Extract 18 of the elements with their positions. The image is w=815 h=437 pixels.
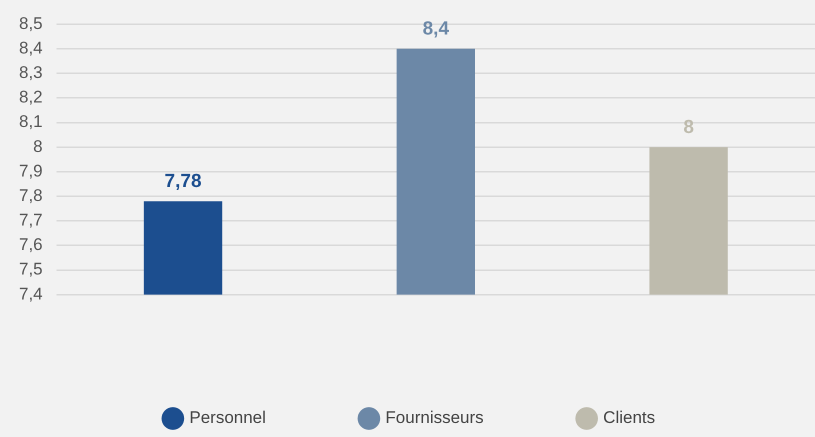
- y-tick-label: 7,4: [18, 284, 43, 304]
- y-tick-label: 7,9: [18, 161, 43, 180]
- legend-label: Clients: [603, 408, 656, 428]
- data-label: 7,78: [164, 170, 202, 192]
- y-tick-label: 8: [33, 136, 43, 156]
- y-tick-label: 7,7: [18, 210, 43, 230]
- data-label: 8,4: [422, 18, 450, 40]
- y-tick-label: 8,5: [18, 14, 43, 33]
- y-tick-label: 8,1: [18, 112, 43, 132]
- data-label: 8: [683, 116, 694, 138]
- legend-label: Personnel: [189, 408, 266, 428]
- y-tick-label: 8,3: [18, 63, 43, 82]
- y-tick-label: 8,2: [18, 88, 43, 107]
- y-tick-label: 8,4: [18, 38, 43, 58]
- legend-label: Fournisseurs: [385, 408, 484, 428]
- y-tick-label: 7,8: [18, 186, 43, 205]
- y-tick-label: 7,6: [18, 235, 43, 254]
- y-tick-label: 7,5: [18, 260, 43, 279]
